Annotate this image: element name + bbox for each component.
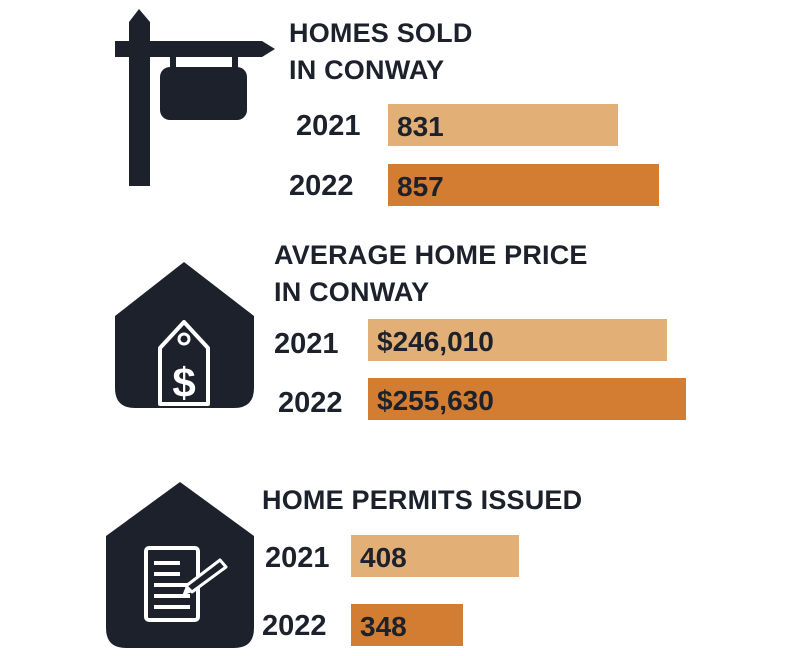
- chart-2-title-line-1: AVERAGE HOME PRICE: [274, 240, 588, 270]
- chart-2-bar-2021: [368, 319, 667, 361]
- chart-1-category-2021: 2021: [296, 110, 361, 142]
- chart-2-category-2022: 2022: [278, 387, 343, 419]
- chart-1-title-line-2: IN CONWAY: [289, 55, 445, 85]
- chart-3-bar-2022: [351, 604, 463, 646]
- chart-3-value-label-2022: 348: [360, 611, 407, 642]
- chart-1-title-line-1: HOMES SOLD: [289, 18, 473, 48]
- chart-3-bar-2021: [351, 535, 519, 577]
- chart-3-category-2021: 2021: [265, 542, 330, 574]
- chart-2-value-label-2022: $255,630: [377, 385, 494, 416]
- chart-3-category-2022: 2022: [262, 610, 327, 642]
- chart-1-value-label-2022: 857: [397, 171, 444, 202]
- chart-2-category-2021: 2021: [274, 328, 339, 360]
- chart-2-value-label-2021: $246,010: [377, 326, 494, 357]
- svg-text:$: $: [172, 359, 195, 406]
- chart-2-bar-2022: [368, 378, 686, 420]
- chart-3-title: HOME PERMITS ISSUED: [262, 485, 583, 515]
- chart-1-category-2022: 2022: [289, 170, 354, 202]
- chart-3-value-label-2021: 408: [360, 542, 407, 573]
- chart-2-title-line-2: IN CONWAY: [274, 277, 430, 307]
- chart-1-value-label-2021: 831: [397, 111, 444, 142]
- chart-1-bar-2022: [388, 164, 659, 206]
- chart-1-bar-2021: [388, 104, 618, 146]
